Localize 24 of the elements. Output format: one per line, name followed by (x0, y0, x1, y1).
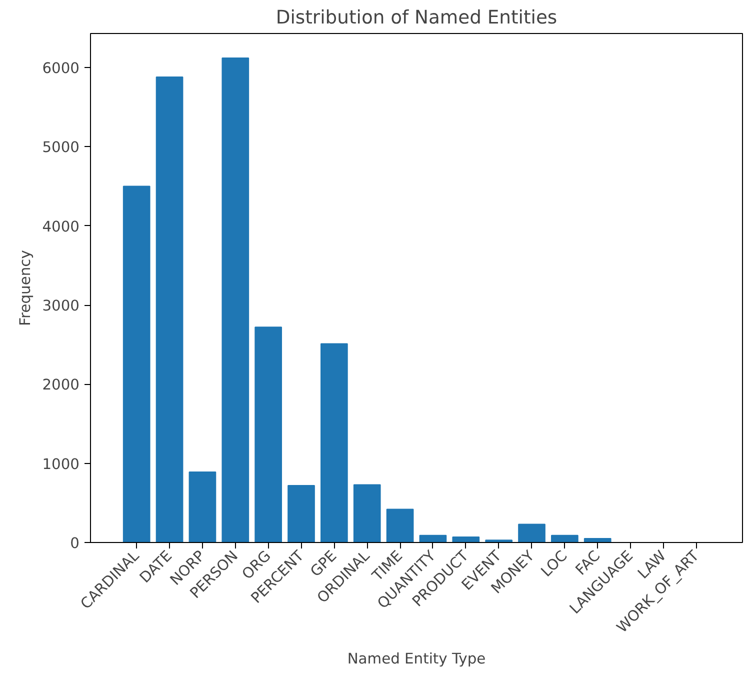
y-tick-label: 2000 (42, 376, 80, 394)
bar (288, 485, 315, 542)
bar (188, 472, 216, 542)
bar (419, 534, 447, 542)
y-tick-label: 3000 (42, 298, 80, 315)
y-tick-label: 4000 (42, 218, 80, 236)
bar (386, 508, 414, 542)
y-tick-label: 0 (70, 535, 80, 552)
bar (551, 534, 578, 542)
bar (518, 524, 546, 542)
bar (222, 58, 250, 542)
y-tick-label: 5000 (42, 139, 80, 156)
bar (254, 326, 282, 542)
bar (122, 186, 150, 542)
chart-title: Distribution of Named Entities (276, 8, 558, 28)
bar (320, 343, 348, 542)
y-tick-label: 1000 (42, 456, 80, 473)
bar (353, 484, 381, 542)
y-axis-title: Frequency (17, 250, 34, 326)
bar (584, 538, 612, 542)
bar (156, 76, 184, 542)
x-axis-title: Named Entity Type (347, 650, 486, 668)
bar (452, 536, 480, 542)
y-tick-label: 6000 (42, 60, 80, 78)
